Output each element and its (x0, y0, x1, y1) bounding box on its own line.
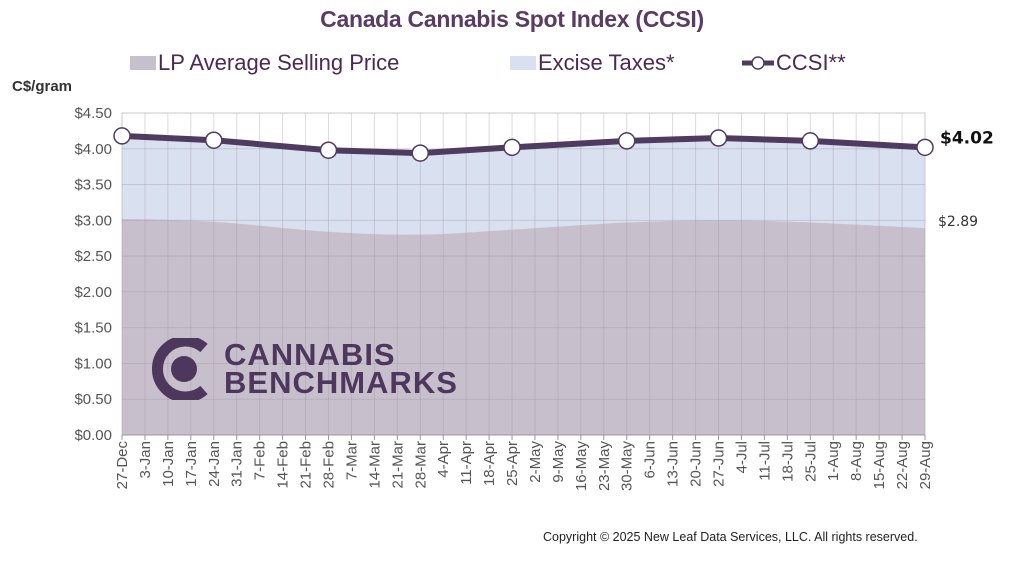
x-tick-label: 21-Mar (389, 441, 406, 489)
y-axis-label: C$/gram (12, 78, 73, 95)
x-tick-label: 22-Aug (894, 441, 911, 489)
legend-swatch-excise (510, 56, 536, 70)
x-tick-label: 18-Jul (779, 441, 796, 482)
x-tick-label: 3-Jan (137, 441, 154, 479)
cannabis-benchmarks-logo: CANNABIS BENCHMARKS (152, 338, 458, 400)
legend-line-marker-icon (742, 56, 774, 70)
x-tick-label: 21-Feb (298, 441, 315, 489)
lp-asp-area (122, 218, 925, 435)
ccsi-point (319, 141, 338, 159)
copyright-text: Copyright © 2025 New Leaf Data Services,… (543, 530, 918, 544)
y-tick-label: $2.50 (74, 248, 112, 265)
legend-item-asp: LP Average Selling Price (130, 50, 399, 76)
x-tick-label: 14-Feb (275, 441, 292, 489)
ccsi-point (503, 138, 521, 157)
x-tick-label: 27-Dec (114, 441, 131, 490)
x-tick-label: 11-Jul (756, 441, 773, 481)
ccsi-point (617, 132, 636, 150)
logo-mark-icon (152, 338, 208, 400)
ccsi-point (709, 129, 728, 147)
x-tick-label: 2-May (527, 441, 544, 483)
x-tick-label: 15-Aug (871, 441, 888, 489)
ccsi-point (205, 131, 223, 149)
x-tick-label: 16-May (573, 441, 590, 492)
x-tick-label: 23-May (596, 441, 613, 492)
chart-title: Canada Cannabis Spot Index (CCSI) (320, 6, 704, 32)
asp-last-value-label: $2.89 (938, 214, 978, 230)
legend-item-ccsi: CCSI** (740, 50, 846, 76)
x-tick-label: 24-Jan (206, 441, 223, 487)
y-tick-label: $2.00 (74, 284, 112, 301)
x-tick-label: 20-Jun (688, 441, 705, 487)
y-tick-label: $3.50 (74, 177, 112, 194)
ccsi-point (916, 138, 934, 157)
x-tick-label: 14-Mar (366, 441, 383, 489)
legend-swatch-asp (130, 56, 156, 70)
x-tick-label: 29-Aug (917, 441, 934, 489)
x-tick-label: 4-Apr (435, 441, 452, 478)
legend-label-ccsi: CCSI** (776, 50, 846, 75)
x-tick-label: 25-Apr (504, 441, 521, 486)
x-tick-label: 4-Jul (733, 441, 750, 474)
ccsi-point (801, 132, 820, 150)
y-tick-label: $4.00 (74, 141, 112, 158)
y-tick-label: $0.00 (74, 427, 112, 444)
ccsi-last-value-label: $4.02 (940, 128, 994, 148)
x-tick-label: 18-Apr (481, 441, 498, 486)
x-tick-label: 10-Jan (160, 441, 177, 487)
x-tick-label: 31-Jan (229, 441, 246, 487)
x-tick-label: 11-Apr (458, 441, 475, 485)
x-tick-label: 8-Aug (848, 441, 865, 481)
legend-label-asp: LP Average Selling Price (158, 50, 400, 75)
y-tick-label: $1.00 (74, 355, 112, 372)
x-tick-label: 6-Jun (642, 441, 659, 479)
x-tick-label: 27-Jun (711, 441, 728, 487)
ccsi-point (113, 127, 131, 145)
legend-label-excise: Excise Taxes* (538, 50, 675, 75)
x-tick-label: 7-Mar (343, 441, 360, 480)
x-tick-label: 28-Feb (320, 441, 337, 489)
y-tick-label: $1.50 (74, 320, 112, 337)
y-tick-label: $3.00 (74, 212, 112, 229)
x-tick-label: 7-Feb (252, 441, 269, 480)
y-tick-label: $4.50 (74, 105, 112, 122)
x-tick-label: 17-Jan (183, 441, 200, 487)
x-tick-label: 9-May (550, 441, 567, 483)
ccsi-point (411, 144, 430, 162)
x-tick-label: 28-Mar (412, 441, 429, 489)
x-tick-label: 30-May (619, 441, 636, 492)
x-tick-label: 1-Aug (825, 441, 842, 481)
x-tick-label: 13-Jun (665, 441, 682, 487)
legend-item-excise: Excise Taxes* (510, 50, 675, 76)
x-tick-label: 25-Jul (802, 441, 819, 482)
y-tick-label: $0.50 (74, 391, 112, 408)
